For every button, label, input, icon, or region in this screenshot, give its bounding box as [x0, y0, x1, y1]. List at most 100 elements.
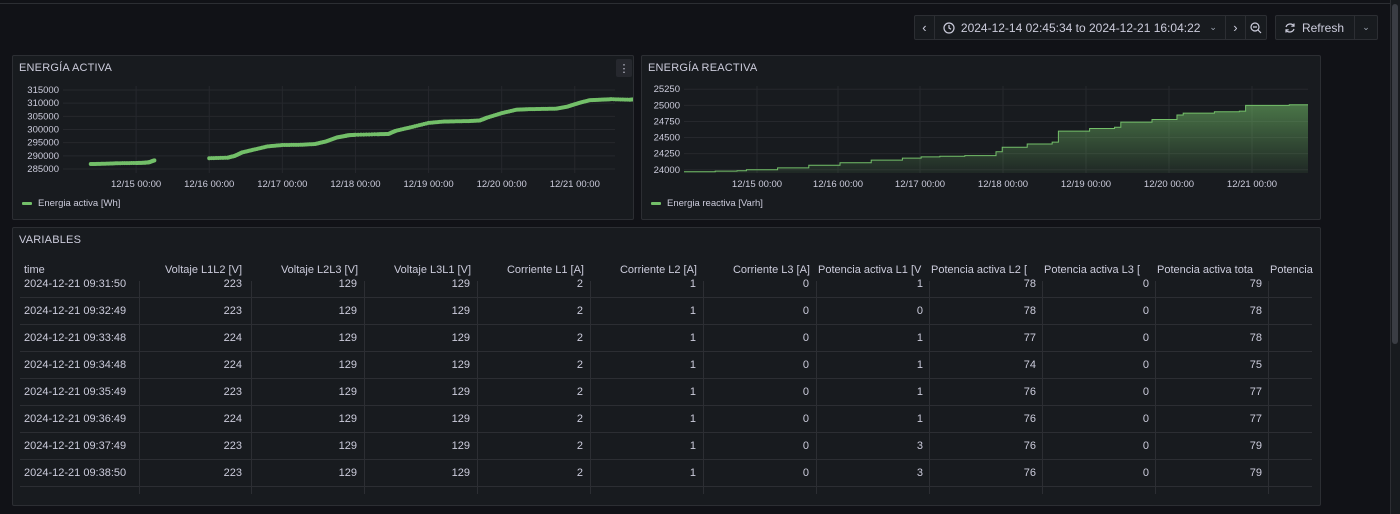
table-cell: 1 [689, 440, 696, 452]
kebab-menu-icon: ⋮ [618, 62, 630, 75]
y-tick-label: 24250 [654, 149, 680, 160]
table-cell: 79 [1249, 467, 1262, 479]
table-header: time Voltaje L1L2 [V] Voltaje L2L3 [V] Volt… [20, 259, 1313, 281]
scrollbar-thumb[interactable] [1392, 4, 1398, 344]
table-cell [1267, 406, 1375, 433]
series-area [684, 104, 1308, 173]
column-header[interactable]: Potencia activa L1 [V [818, 264, 922, 276]
column-header[interactable]: Potencia activa tota [1157, 264, 1254, 276]
page-scrollbar[interactable] [1390, 0, 1400, 514]
time-back-button[interactable]: ‹ [915, 16, 935, 39]
legend-label: Energia reactiva [Varh] [667, 198, 763, 209]
table-row[interactable]: 2024-12-21 09:38:50 223 129 129 2 1 0 3 76 0 79 [20, 460, 1312, 487]
panel-variables: VARIABLES time Voltaje L1L2 [V] Voltaje L2… [12, 227, 1321, 506]
column-header[interactable]: Corriente L2 [A] [619, 264, 697, 276]
table-cell: 77 [1023, 332, 1036, 344]
table-cell: 0 [1142, 386, 1149, 398]
table-cell: 0 [1142, 278, 1149, 290]
table-cell: 0 [802, 332, 809, 344]
refresh-interval-dropdown[interactable]: ⌄ [1355, 16, 1377, 39]
table-cell: 0 [802, 278, 809, 290]
table-cell: 79 [1249, 278, 1262, 290]
panel-title: ENERGÍA REACTIVA [648, 62, 758, 74]
table-row[interactable]: 2024-12-21 09:34:48 224 129 129 2 1 0 1 74 0 75 [20, 352, 1312, 379]
time-forward-button[interactable]: › [1226, 16, 1246, 39]
column-header[interactable]: Corriente L3 [A] [732, 264, 810, 276]
table-cell: 129 [338, 440, 357, 452]
table-cell [1267, 460, 1375, 487]
chevron-left-icon: ‹ [922, 20, 927, 35]
table-cell: 1 [689, 278, 696, 290]
chevron-right-icon: › [1233, 20, 1238, 35]
table-cell: 1 [916, 413, 923, 425]
x-tick-label: 12/19 00:00 [1061, 179, 1111, 190]
table-cell [1267, 325, 1375, 352]
zoom-out-button[interactable] [1246, 16, 1266, 39]
table-cell: 78 [1023, 278, 1036, 290]
column-header[interactable]: Corriente L1 [A] [506, 264, 584, 276]
legend-label: Energia activa [Wh] [38, 198, 121, 209]
x-tick-label: 12/18 00:00 [330, 179, 380, 190]
table-cell: 223 [223, 278, 242, 290]
time-range-picker[interactable]: 2024-12-14 02:45:34 to 2024-12-21 16:04:… [935, 16, 1226, 39]
chart-energia-reactiva[interactable]: 24000 24250 24500 24750 25000 25250 12/15 00:0… [642, 78, 1320, 218]
table-cell [1267, 271, 1375, 298]
y-tick-label: 24500 [654, 133, 680, 144]
table-row[interactable]: 2024-12-21 09:35:49 223 129 129 2 1 0 1 76 0 77 [20, 379, 1312, 406]
y-tick-label: 315000 [27, 85, 59, 96]
column-header[interactable]: time [24, 264, 45, 276]
table-cell: 1 [689, 386, 696, 398]
y-tick-label: 305000 [27, 111, 59, 122]
refresh-button[interactable]: Refresh [1276, 16, 1355, 39]
table-cell: 0 [802, 305, 809, 317]
table-cell: 2 [576, 413, 583, 425]
column-header[interactable]: Potencia activa L2 [ [931, 264, 1028, 276]
table-cell: 3 [916, 467, 923, 479]
column-header[interactable]: Potencia [1270, 264, 1313, 276]
column-divider [139, 281, 140, 494]
table-cell [1267, 379, 1375, 406]
table-cell: 224 [223, 413, 242, 425]
table-cell: 76 [1023, 440, 1036, 452]
chart-energia-activa[interactable]: 285000 290000 295000 300000 305000 310000 3150… [13, 78, 633, 218]
column-divider [251, 281, 252, 494]
column-header[interactable]: Voltaje L2L3 [V] [280, 264, 358, 276]
legend-energia-reactiva[interactable]: Energia reactiva [Varh] [651, 198, 763, 209]
table-cell: 1 [916, 386, 923, 398]
table-cell: 129 [451, 413, 470, 425]
column-header[interactable]: Potencia activa L3 [ [1044, 264, 1141, 276]
table-cell: 129 [451, 278, 470, 290]
table-cell: 224 [223, 359, 242, 371]
table-cell: 2 [576, 440, 583, 452]
column-header[interactable]: Voltaje L3L1 [V] [393, 264, 471, 276]
zoom-out-icon [1250, 21, 1262, 33]
table-cell: 77 [1249, 386, 1262, 398]
table-cell: 2024-12-21 09:38:50 [24, 467, 127, 479]
table-cell: 2024-12-21 09:33:48 [24, 332, 127, 344]
table-row[interactable]: 2024-12-21 09:37:49 223 129 129 2 1 0 3 76 0 79 [20, 433, 1312, 460]
table-cell: 2024-12-21 09:32:49 [24, 305, 127, 317]
clock-icon [943, 21, 955, 34]
column-divider [1268, 281, 1269, 494]
y-tick-label: 310000 [27, 98, 59, 109]
table-row[interactable]: 2024-12-21 09:36:49 224 129 129 2 1 0 1 76 0 77 [20, 406, 1312, 433]
legend-energia-activa[interactable]: Energia activa [Wh] [22, 198, 120, 209]
x-tick-label: 12/17 00:00 [257, 179, 307, 190]
y-tick-label: 25250 [654, 84, 680, 95]
panel-title: VARIABLES [19, 234, 82, 246]
table-cell: 1 [689, 467, 696, 479]
y-tick-label: 25000 [654, 100, 680, 111]
table-cell: 129 [338, 332, 357, 344]
table-cell: 2 [576, 359, 583, 371]
column-header[interactable]: Voltaje L1L2 [V] [164, 264, 242, 276]
table-row[interactable]: 2024-12-21 09:33:48 224 129 129 2 1 0 1 77 0 78 [20, 325, 1312, 352]
y-tick-label: 290000 [27, 151, 59, 162]
table-cell: 2024-12-21 09:34:48 [24, 359, 127, 371]
table-cell: 2 [576, 332, 583, 344]
panel-energia-activa: ENERGÍA ACTIVA ⋮ 285000 290000 295000 30000… [12, 55, 634, 220]
table-row[interactable]: 2024-12-21 09:32:49 223 129 129 2 1 0 0 78 0 78 [20, 298, 1312, 325]
panel-menu-button[interactable]: ⋮ [616, 59, 632, 77]
time-range-group: ‹ 2024-12-14 02:45:34 to 2024-12-21 16:0… [913, 15, 1267, 40]
table-cell [1267, 298, 1375, 325]
table-row[interactable]: 2024-12-21 09:31:50 223 129 129 2 1 0 1 78 0 79 [20, 271, 1312, 298]
